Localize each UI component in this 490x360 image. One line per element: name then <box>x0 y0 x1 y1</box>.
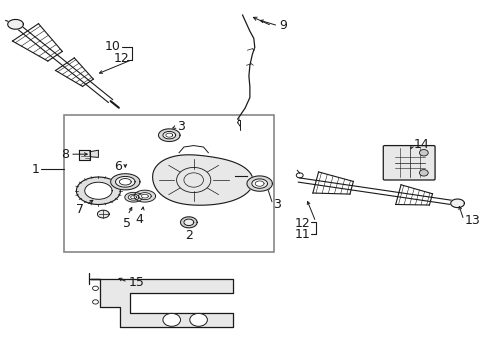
Polygon shape <box>79 150 90 160</box>
Polygon shape <box>159 129 180 141</box>
Text: 7: 7 <box>76 203 84 216</box>
Circle shape <box>190 314 207 326</box>
Polygon shape <box>85 182 112 199</box>
Circle shape <box>419 170 428 176</box>
Text: 11: 11 <box>294 228 310 241</box>
FancyBboxPatch shape <box>383 145 435 180</box>
Text: 1: 1 <box>32 163 40 176</box>
Text: 14: 14 <box>414 138 429 150</box>
Polygon shape <box>166 133 172 137</box>
Text: 12: 12 <box>114 51 129 64</box>
Polygon shape <box>111 174 140 190</box>
Polygon shape <box>76 177 121 204</box>
Polygon shape <box>184 219 194 226</box>
Circle shape <box>419 149 428 156</box>
Text: 8: 8 <box>61 148 69 161</box>
Text: 4: 4 <box>135 213 143 226</box>
Polygon shape <box>98 210 109 218</box>
Polygon shape <box>120 179 131 185</box>
Text: 2: 2 <box>185 229 193 243</box>
Text: 12: 12 <box>294 216 310 230</box>
Circle shape <box>93 286 98 291</box>
Polygon shape <box>152 155 253 205</box>
Polygon shape <box>116 176 135 187</box>
Polygon shape <box>131 195 137 199</box>
Polygon shape <box>180 217 197 228</box>
Polygon shape <box>90 150 98 157</box>
Text: 6: 6 <box>114 159 122 172</box>
Polygon shape <box>451 199 465 208</box>
Polygon shape <box>8 19 24 29</box>
Polygon shape <box>125 192 143 202</box>
Polygon shape <box>128 194 139 200</box>
Text: 13: 13 <box>465 214 481 227</box>
Circle shape <box>163 314 180 326</box>
Text: 15: 15 <box>129 276 145 289</box>
Polygon shape <box>163 131 175 139</box>
Text: 3: 3 <box>176 121 184 134</box>
Text: 5: 5 <box>123 217 131 230</box>
Polygon shape <box>252 179 268 188</box>
Text: 3: 3 <box>273 198 281 211</box>
Polygon shape <box>247 176 272 191</box>
Circle shape <box>93 300 98 304</box>
Text: 9: 9 <box>279 19 287 32</box>
Polygon shape <box>139 193 151 200</box>
Polygon shape <box>91 279 233 327</box>
Polygon shape <box>142 194 148 198</box>
Text: 10: 10 <box>105 40 121 53</box>
Polygon shape <box>255 181 264 186</box>
Polygon shape <box>134 190 156 202</box>
Bar <box>64 116 274 252</box>
